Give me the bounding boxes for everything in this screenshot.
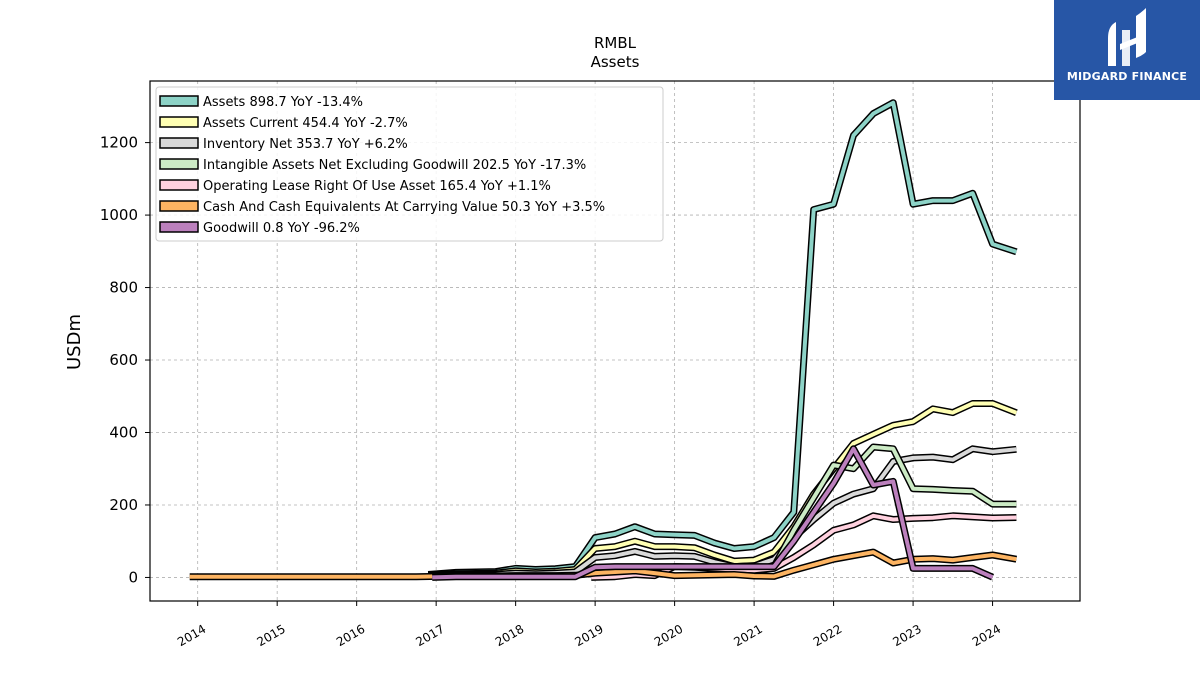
y-tick-label: 1200: [100, 134, 138, 152]
legend-swatch: [159, 95, 199, 107]
legend-label: Assets 898.7 YoY -13.4%: [203, 95, 363, 110]
x-tick-label: 2024: [970, 622, 1003, 649]
legend-swatch: [159, 137, 199, 149]
y-tick-label: 0: [128, 568, 138, 586]
x-tick-label: 2023: [890, 622, 923, 649]
y-tick-label: 600: [109, 351, 138, 369]
series-line: [189, 548, 1018, 581]
x-tick-label: 2018: [493, 622, 526, 649]
x-tick-label: 2017: [413, 622, 446, 649]
x-tick-label: 2015: [254, 622, 287, 649]
series-layer: [189, 99, 1018, 581]
y-tick-label: 800: [109, 279, 138, 297]
series-line-stroke: [189, 550, 1017, 579]
legend-label: Inventory Net 353.7 YoY +6.2%: [203, 137, 408, 152]
brand-name: MIDGARD FINANCE: [1066, 70, 1188, 83]
legend-box: [155, 86, 664, 242]
legend-label: Intangible Assets Net Excluding Goodwill…: [203, 158, 586, 173]
series-line: [752, 443, 1017, 578]
plot-frame: [149, 80, 1081, 602]
legend-label: Cash And Cash Equivalents At Carrying Va…: [203, 200, 605, 215]
legend-swatch: [159, 116, 199, 128]
x-tick-label: 2019: [572, 622, 605, 649]
legend-swatch: [159, 158, 199, 170]
x-tick-label: 2014: [175, 622, 208, 649]
x-tick-label: 2021: [731, 622, 764, 649]
y-axis-label: USDm: [64, 314, 85, 370]
legend-label: Goodwill 0.8 YoY -96.2%: [203, 221, 360, 236]
legend-swatch: [159, 179, 199, 191]
x-tick-label: 2016: [334, 622, 367, 649]
legend-swatch: [159, 200, 199, 212]
legend: Assets 898.7 YoY -13.4% Assets Current 45…: [155, 86, 664, 242]
legend-label: Assets Current 454.4 YoY -2.7%: [203, 116, 408, 131]
brand-logo: MIDGARD FINANCE: [1054, 0, 1200, 100]
x-tick-label: 2020: [652, 622, 685, 649]
legend-swatch: [159, 221, 199, 233]
chart-subtitle: Assets: [591, 53, 640, 71]
y-tick-label: 200: [109, 496, 138, 514]
legend-label: Operating Lease Right Of Use Asset 165.4…: [203, 179, 551, 194]
y-tick-label: 1000: [100, 206, 138, 224]
chart-title: RMBL: [594, 34, 637, 52]
y-tick-label: 400: [109, 423, 138, 441]
x-tick-label: 2022: [811, 622, 844, 649]
series-line-stroke: [432, 446, 994, 580]
series-line-stroke: [753, 445, 1017, 576]
brand-mark-icon: [1108, 8, 1146, 66]
series-line: [432, 445, 995, 581]
